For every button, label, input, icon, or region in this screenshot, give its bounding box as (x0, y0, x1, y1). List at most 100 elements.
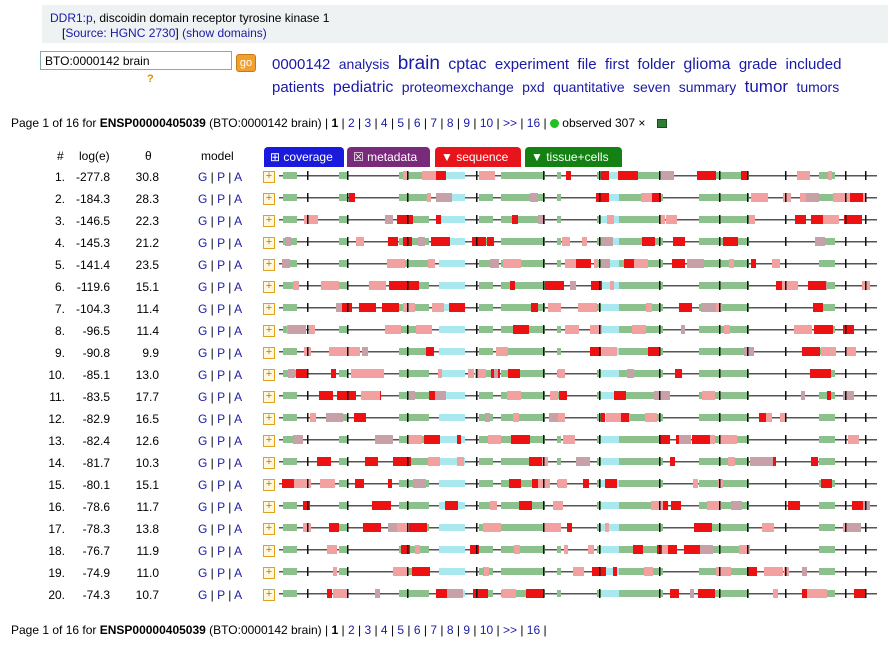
tag-cloud-term[interactable]: seven (633, 79, 671, 95)
search-input[interactable] (40, 51, 232, 70)
go-button[interactable]: go (236, 54, 256, 72)
expand-icon[interactable]: + (263, 237, 275, 249)
model-link-a[interactable]: A (234, 280, 243, 294)
tag-cloud-term[interactable]: folder (637, 56, 675, 73)
model-link-g[interactable]: G (198, 368, 208, 382)
coverage-track[interactable] (279, 389, 879, 403)
expand-icon[interactable]: + (263, 391, 275, 403)
tab-tissue-cells[interactable]: ▼ tissue+cells (525, 147, 622, 167)
model-link-g[interactable]: G (198, 544, 208, 558)
model-link-g[interactable]: G (198, 324, 208, 338)
help-icon[interactable]: ? (147, 73, 154, 85)
model-link-g[interactable]: G (198, 566, 208, 580)
tag-cloud-term[interactable]: tumor (744, 77, 789, 96)
model-link-a[interactable]: A (234, 522, 243, 536)
model-link-a[interactable]: A (234, 170, 243, 184)
model-link-g[interactable]: G (198, 302, 208, 316)
expand-icon[interactable]: + (263, 545, 275, 557)
tag-cloud-term[interactable]: tumors (796, 79, 840, 95)
tag-cloud-term[interactable]: file (577, 56, 597, 73)
expand-icon[interactable]: + (263, 501, 275, 513)
tag-cloud-term[interactable]: first (604, 56, 630, 73)
coverage-track[interactable] (279, 499, 879, 513)
coverage-track[interactable] (279, 455, 879, 469)
expand-icon[interactable]: + (263, 281, 275, 293)
tag-cloud-term[interactable]: analysis (338, 56, 390, 72)
expand-icon[interactable]: + (263, 479, 275, 491)
model-link-p[interactable]: P (217, 456, 225, 470)
model-link-g[interactable]: G (198, 500, 208, 514)
tag-cloud-term[interactable]: included (785, 56, 842, 73)
model-link-g[interactable]: G (198, 214, 208, 228)
pager-page-link[interactable]: 2 (347, 116, 355, 130)
model-link-a[interactable]: A (234, 214, 243, 228)
model-link-g[interactable]: G (198, 236, 208, 250)
model-link-p[interactable]: P (217, 544, 225, 558)
expand-icon[interactable]: + (263, 369, 275, 381)
model-link-a[interactable]: A (234, 478, 243, 492)
expand-icon[interactable]: + (263, 567, 275, 579)
model-link-p[interactable]: P (217, 588, 225, 602)
coverage-track[interactable] (279, 433, 879, 447)
model-link-a[interactable]: A (234, 192, 243, 206)
pager-page-link[interactable]: 3 (364, 116, 372, 130)
spreadsheet-icon[interactable] (656, 119, 667, 128)
model-link-p[interactable]: P (217, 434, 225, 448)
model-link-a[interactable]: A (234, 456, 243, 470)
model-link-p[interactable]: P (217, 566, 225, 580)
coverage-track[interactable] (279, 345, 879, 359)
expand-icon[interactable]: + (263, 589, 275, 601)
model-link-p[interactable]: P (217, 258, 225, 272)
pager-page-link[interactable]: 6 (413, 116, 421, 130)
model-link-p[interactable]: P (217, 214, 225, 228)
coverage-track[interactable] (279, 169, 879, 183)
model-link-a[interactable]: A (234, 500, 243, 514)
model-link-p[interactable]: P (217, 280, 225, 294)
coverage-track[interactable] (279, 521, 879, 535)
expand-icon[interactable]: + (263, 523, 275, 535)
model-link-g[interactable]: G (198, 258, 208, 272)
coverage-track[interactable] (279, 235, 879, 249)
model-link-p[interactable]: P (217, 302, 225, 316)
coverage-track[interactable] (279, 213, 879, 227)
model-link-g[interactable]: G (198, 346, 208, 360)
model-link-p[interactable]: P (217, 368, 225, 382)
pager-page-link[interactable]: 6 (413, 623, 421, 637)
model-link-a[interactable]: A (234, 434, 243, 448)
model-link-a[interactable]: A (234, 588, 243, 602)
coverage-track[interactable] (279, 279, 879, 293)
pager-page-link[interactable]: 5 (397, 623, 405, 637)
tab-coverage[interactable]: ⊞ coverage (264, 147, 344, 167)
tag-cloud-term[interactable]: experiment (494, 56, 570, 73)
model-link-p[interactable]: P (217, 236, 225, 250)
model-link-a[interactable]: A (234, 544, 243, 558)
model-link-p[interactable]: P (217, 192, 225, 206)
model-link-p[interactable]: P (217, 412, 225, 426)
pager-page-link[interactable]: 8 (446, 116, 454, 130)
pager-page-link[interactable]: 9 (463, 116, 471, 130)
tag-cloud-term[interactable]: cptac (448, 56, 487, 73)
model-link-g[interactable]: G (198, 522, 208, 536)
coverage-track[interactable] (279, 411, 879, 425)
model-link-g[interactable]: G (198, 280, 208, 294)
pager-page-link[interactable]: 5 (397, 116, 405, 130)
model-link-p[interactable]: P (217, 390, 225, 404)
tag-cloud-term[interactable]: pxd (522, 79, 545, 95)
model-link-a[interactable]: A (234, 258, 243, 272)
pager-page-link[interactable]: >> (502, 623, 517, 637)
tag-cloud-term[interactable]: quantitative (553, 79, 625, 95)
tag-cloud-term[interactable]: proteomexchange (401, 79, 514, 95)
model-link-g[interactable]: G (198, 434, 208, 448)
pager-page-link[interactable]: 3 (364, 623, 372, 637)
coverage-track[interactable] (279, 477, 879, 491)
model-link-p[interactable]: P (217, 478, 225, 492)
model-link-p[interactable]: P (217, 522, 225, 536)
expand-icon[interactable]: + (263, 215, 275, 227)
model-link-g[interactable]: G (198, 192, 208, 206)
expand-icon[interactable]: + (263, 413, 275, 425)
model-link-g[interactable]: G (198, 412, 208, 426)
pager-page-link[interactable]: 7 (430, 623, 438, 637)
expand-icon[interactable]: + (263, 457, 275, 469)
model-link-g[interactable]: G (198, 390, 208, 404)
gene-link[interactable]: DDR1:p (50, 11, 93, 25)
